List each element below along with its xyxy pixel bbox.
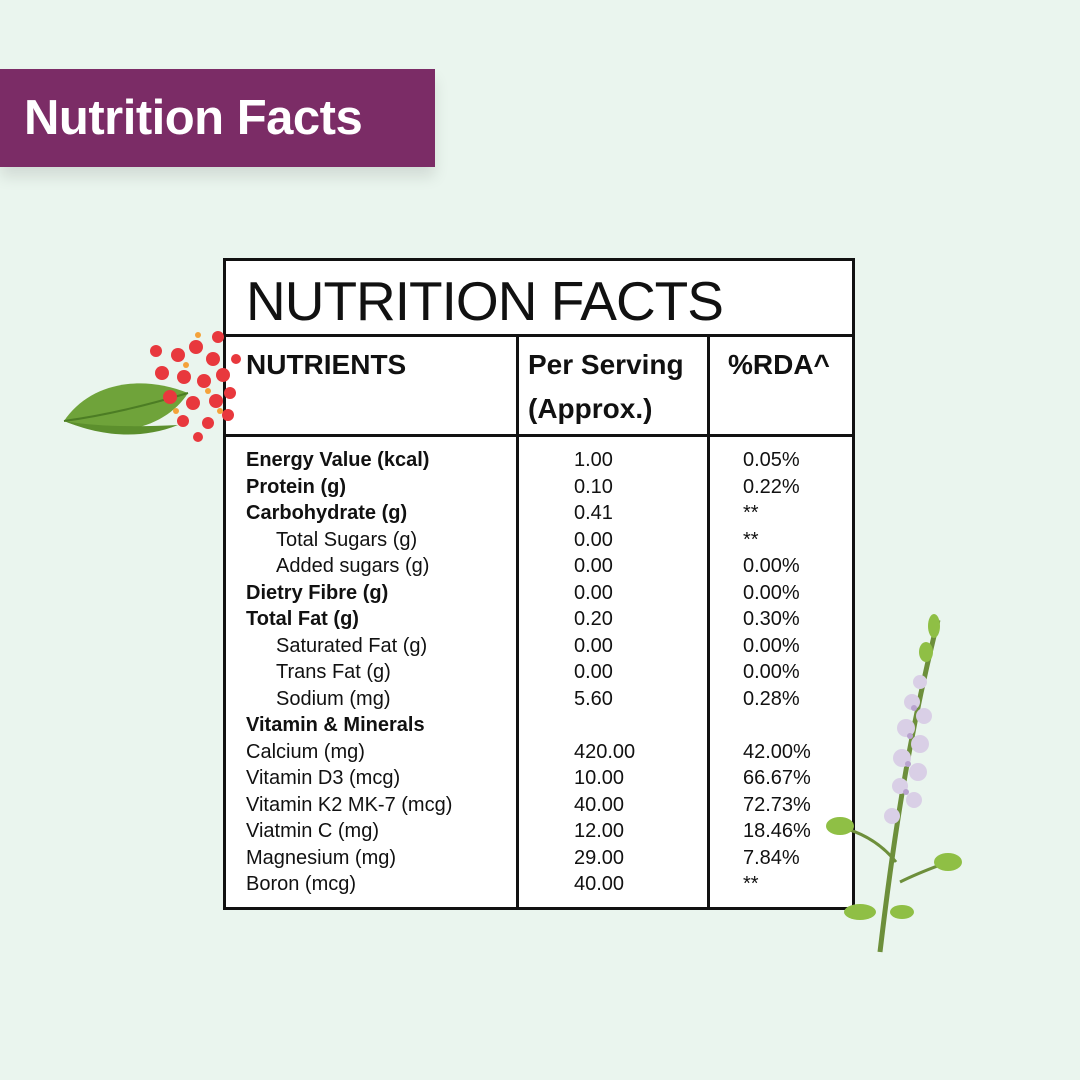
nutrient-value: 1.00 [574,449,613,471]
nutrient-row: Dietry Fibre (g) 0.00 0.00% [226,580,852,607]
header-per-serving: Per Serving (Approx.) [528,343,703,431]
nutrient-name: Total Fat (g) [246,608,359,630]
header-rda: %RDA^ [728,349,830,380]
nutrient-value: 0.00 [574,555,613,577]
nutrient-row: Saturated Fat (g) 0.00 0.00% [226,633,852,660]
nutrient-name: Carbohydrate (g) [246,502,408,524]
nutrient-rda: 0.05% [743,449,800,471]
nutrient-name: Saturated Fat (g) [276,634,428,657]
nutrient-rda: 18.46% [743,820,811,842]
nutrient-name: Dietry Fibre (g) [246,581,389,604]
nutrient-name: Trans Fat (g) [276,661,391,683]
nutrient-name: Vitamin K2 MK-7 (mcg) [246,793,453,816]
nutrient-value: 0.00 [574,581,613,604]
nutrition-facts-panel: NUTRITION FACTS NUTRIENTS Per Serving (A… [223,258,855,910]
nutrient-value: 29.00 [574,846,625,869]
nutrient-row: Boron (mcg) 40.00 ** [226,871,852,898]
nutrient-row: Vitamin D3 (mcg) 10.00 66.67% [226,765,852,792]
nutrient-value: 0.41 [574,502,613,524]
nutrient-row: Calcium (mg) 420.00 42.00% [226,739,852,766]
tulsi-flower-icon [826,614,962,953]
nutrient-name: Boron (mcg) [246,873,357,895]
nutrient-name: Vitamin & Minerals [246,714,425,736]
nutrient-name: Energy Value (kcal) [246,449,430,471]
nutrient-value: 0.00 [574,661,613,683]
nutrient-row: Added sugars (g) 0.00 0.00% [226,553,852,580]
nutrient-value: 40.00 [574,793,625,816]
nutrient-rda: ** [743,502,759,524]
nutrient-value: 5.60 [574,687,613,710]
nutrient-row: Total Fat (g) 0.20 0.30% [226,606,852,633]
header-nutrients: NUTRIENTS [246,349,407,380]
nutrient-name: Magnesium (mg) [246,846,397,869]
nutrient-row: Vitamin K2 MK-7 (mcg) 40.00 72.73% [226,792,852,819]
nutrient-rda: 42.00% [743,740,811,763]
nutrient-row: Viatmin C (mg) 12.00 18.46% [226,818,852,845]
header-per-serving-line2: (Approx.) [528,393,653,424]
nutrient-value: 40.00 [574,873,625,895]
nutrient-rda: ** [743,873,759,895]
nutrient-value: 420.00 [574,740,636,763]
nutrition-facts-banner: Nutrition Facts [0,69,435,167]
nutrient-name: Calcium (mg) [246,740,365,763]
nutrient-rda: 0.00% [743,634,800,657]
nutrient-name: Vitamin D3 (mcg) [246,767,401,789]
nutrient-rda: 72.73% [743,793,811,816]
nutrient-name: Sodium (mg) [276,687,391,710]
nutrient-value: 0.00 [574,634,613,657]
red-flower-icon [63,331,241,442]
nutrient-row: Energy Value (kcal) 1.00 0.05% [226,447,852,474]
nutrient-name: Total Sugars (g) [276,528,418,551]
panel-title: NUTRITION FACTS [226,261,852,337]
nutrient-rows: Energy Value (kcal) 1.00 0.05% Protein (g) 0… [226,447,852,898]
nutrient-value: 10.00 [574,767,625,789]
nutrient-name: Protein (g) [246,475,346,498]
header-per-serving-line1: Per Serving [528,349,684,380]
nutrient-row: Vitamin & Minerals [226,712,852,739]
nutrient-rda: ** [743,528,759,551]
nutrient-value: 0.10 [574,475,613,498]
nutrient-name: Viatmin C (mg) [246,820,379,842]
column-divider [516,337,519,907]
nutrient-rda: 0.28% [743,687,800,710]
nutrient-rda: 0.00% [743,661,800,683]
nutrient-rda: 0.30% [743,608,800,630]
nutrient-row: Carbohydrate (g) 0.41 ** [226,500,852,527]
nutrient-rda: 0.00% [743,555,800,577]
nutrient-rda: 0.00% [743,581,800,604]
nutrient-value: 12.00 [574,820,625,842]
nutrient-rda: 7.84% [743,846,800,869]
nutrient-row: Trans Fat (g) 0.00 0.00% [226,659,852,686]
nutrient-value: 0.00 [574,528,613,551]
nutrient-value: 0.20 [574,608,613,630]
nutrient-row: Sodium (mg) 5.60 0.28% [226,686,852,713]
nutrient-rda: 0.22% [743,475,800,498]
nutrient-rda: 66.67% [743,767,811,789]
nutrient-row: Magnesium (mg) 29.00 7.84% [226,845,852,872]
nutrient-row: Protein (g) 0.10 0.22% [226,474,852,501]
banner-title: Nutrition Facts [24,91,363,145]
header-divider [226,434,852,437]
nutrient-name: Added sugars (g) [276,555,430,577]
nutrient-row: Total Sugars (g) 0.00 ** [226,527,852,554]
column-divider [707,337,710,907]
